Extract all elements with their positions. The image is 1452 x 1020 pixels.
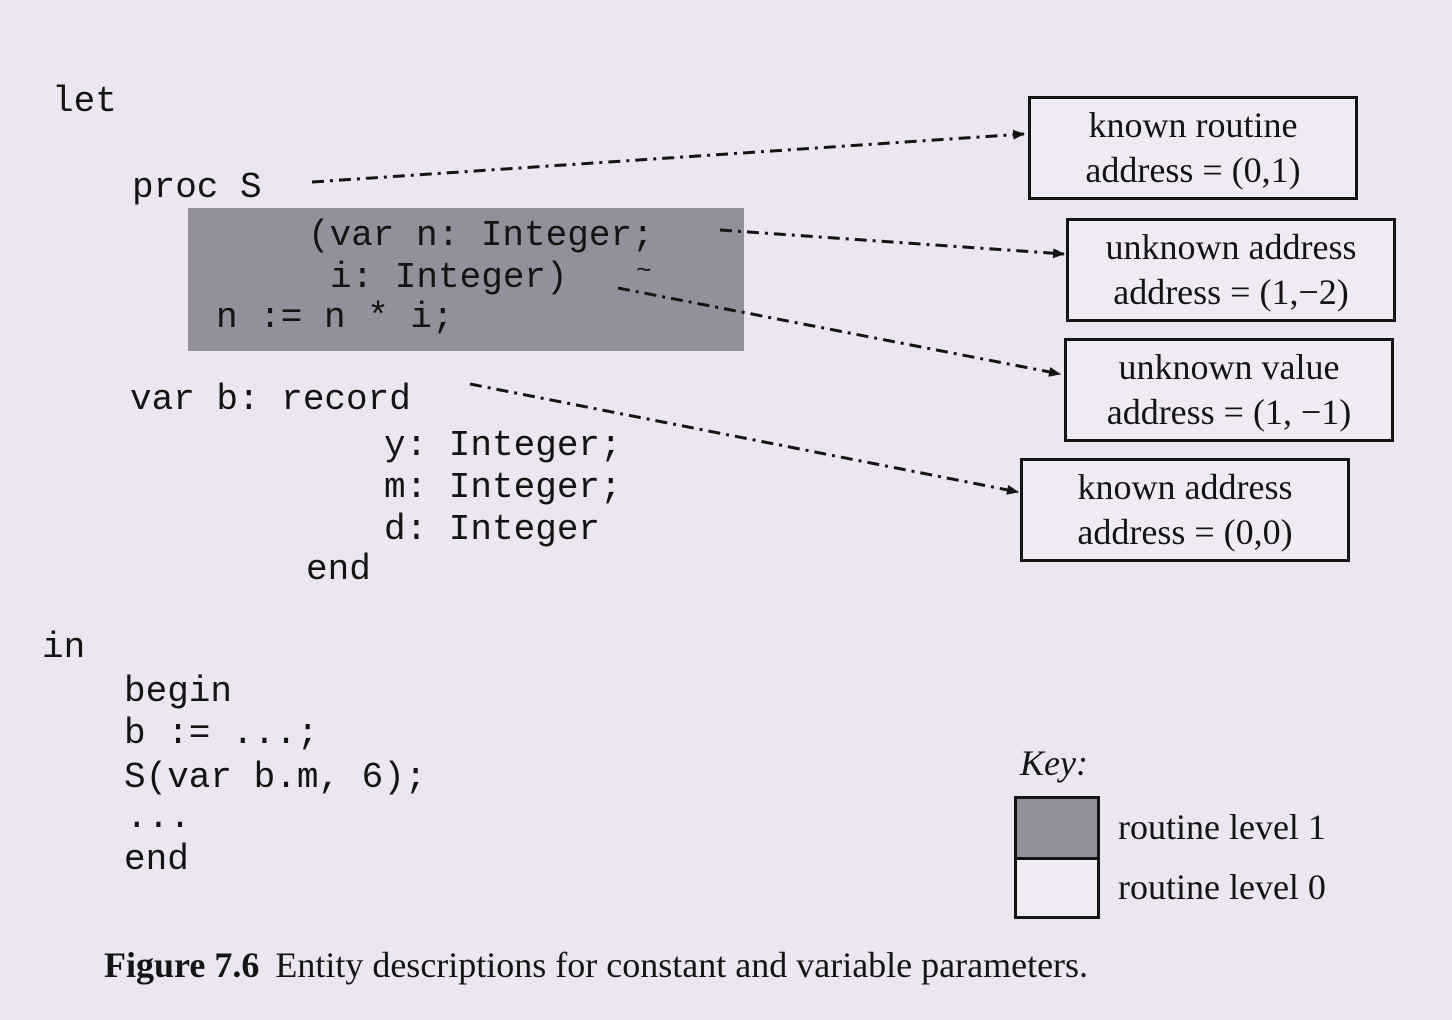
code-call: S(var b.m, 6); <box>124 757 427 798</box>
code-assign: b := ...; <box>124 713 319 754</box>
entity-kind: known routine <box>1088 105 1298 145</box>
entity-address: address = (1,−2) <box>1113 272 1349 312</box>
key-swatch-level-1 <box>1014 796 1100 860</box>
code-proc-body: n := n * i; <box>216 297 454 338</box>
figure-caption: Figure 7.6 Entity descriptions for consta… <box>104 944 1088 986</box>
code-field-d: d: Integer <box>384 509 601 550</box>
key-label-level-0: routine level 0 <box>1118 867 1326 907</box>
entity-box-unknown-value: unknown value address = (1, −1) <box>1064 338 1394 442</box>
code-let: let <box>52 81 117 122</box>
code-field-m: m: Integer; <box>384 467 622 508</box>
entity-box-unknown-address: unknown address address = (1,−2) <box>1066 218 1396 322</box>
arrow-proc-to-known-routine <box>311 129 1025 184</box>
code-proc-s: proc S <box>132 167 262 208</box>
key-title: Key: <box>1020 743 1088 783</box>
code-begin: begin <box>124 671 233 712</box>
entity-kind: unknown address <box>1105 227 1357 267</box>
code-end-main: end <box>124 839 189 880</box>
entity-kind: known address <box>1077 467 1293 507</box>
code-field-y: y: Integer; <box>384 425 622 466</box>
key-swatch-level-0 <box>1014 857 1100 919</box>
code-param-n: (var n: Integer; <box>308 215 654 256</box>
code-param-i: i: Integer) <box>330 257 568 298</box>
entity-box-known-routine: known routine address = (0,1) <box>1028 96 1358 200</box>
entity-address: address = (0,0) <box>1077 512 1293 552</box>
code-ellipsis: ... <box>126 797 191 838</box>
entity-address: address = (1, −1) <box>1106 392 1352 432</box>
arrow-param-n-to-unknown-address <box>719 228 1065 259</box>
code-in: in <box>42 627 86 668</box>
entity-kind: unknown value <box>1118 347 1340 387</box>
figure-caption-text: Entity descriptions for constant and var… <box>275 945 1089 985</box>
code-var-b: var b: record <box>130 379 411 420</box>
code-tilde: ~ <box>636 256 652 286</box>
entity-box-known-address: known address address = (0,0) <box>1020 458 1350 562</box>
key-label-level-1: routine level 1 <box>1118 807 1326 847</box>
entity-address: address = (0,1) <box>1085 150 1301 190</box>
figure-label: Figure 7.6 <box>104 945 260 985</box>
routine-level-1-shading <box>188 208 744 351</box>
arrow-var-b-to-known-address <box>469 382 1019 495</box>
arrow-param-i-to-unknown-value <box>617 286 1061 377</box>
code-end-record: end <box>306 549 371 590</box>
